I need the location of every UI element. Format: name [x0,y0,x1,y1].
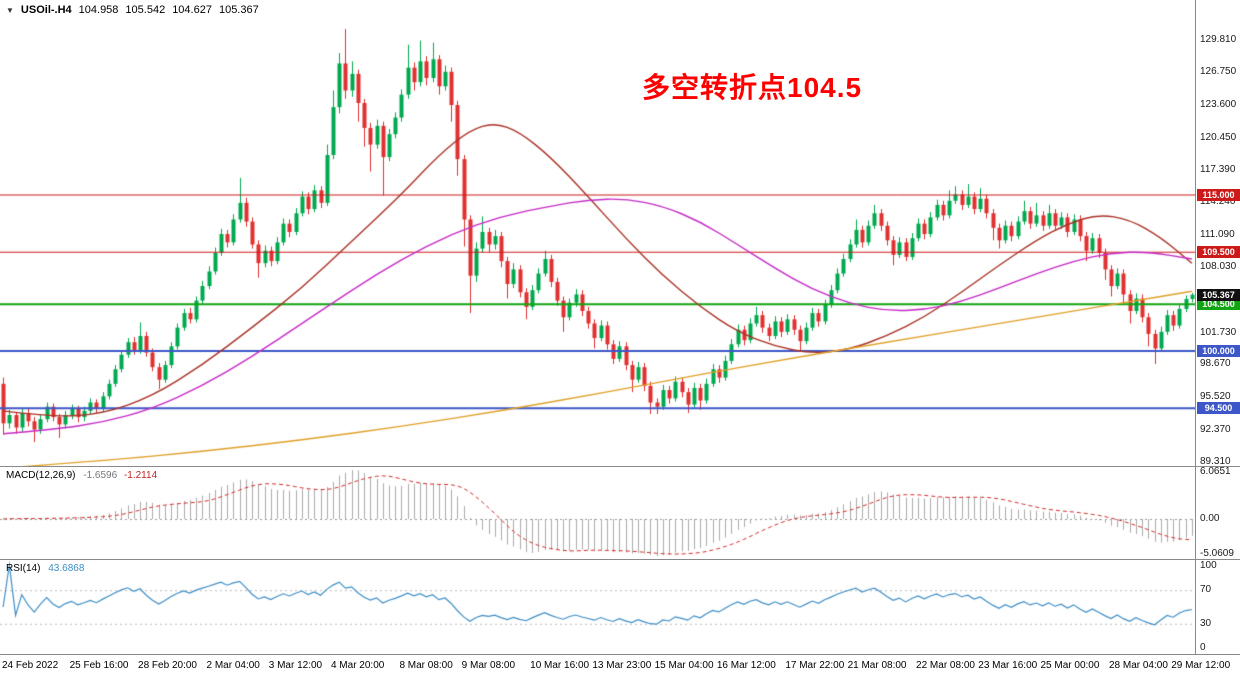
rsi-tick-label: 70 [1200,584,1212,596]
time-tick-label: 10 Mar 16:00 [530,660,590,671]
price-chart-canvas[interactable] [0,0,1195,466]
symbol-name: USOil-.H4 [20,4,72,16]
quote-open: 104.958 [78,4,119,16]
price-tick-label: 101.730 [1200,326,1237,338]
rsi-panel: RSI(14) 43.6868 100 70 30 0 [0,560,1240,654]
chart-annotation-text[interactable]: 多空转折点104.5 [642,72,863,103]
time-tick-label: 24 Feb 2022 [2,660,59,671]
time-tick-label: 16 Mar 12:00 [716,660,776,671]
time-tick-label: 13 Mar 23:00 [592,660,652,671]
time-tick-label: 29 Mar 12:00 [1171,660,1231,671]
price-tick-label: 126.750 [1200,66,1237,78]
macd-label: MACD(12,26,9) [6,470,76,481]
time-tick-label: 28 Mar 04:00 [1108,660,1168,671]
time-tick-label: 25 Mar 00:00 [1040,660,1100,671]
price-tick-label: 89.310 [1200,455,1231,467]
time-tick-label: 21 Mar 08:00 [847,660,907,671]
rsi-title: RSI(14) 43.6868 [6,563,84,574]
level-price-badge: 94.500 [1197,401,1240,414]
quote-low: 104.627 [172,4,212,16]
time-tick-label: 9 Mar 08:00 [461,660,516,671]
time-tick-label: 23 Mar 16:00 [978,660,1038,671]
macd-tick-label: 0.00 [1200,512,1220,524]
symbol-info-bar: ▼ USOil-.H4 104.958 105.542 104.627 105.… [6,4,259,16]
rsi-value: 43.6868 [48,563,85,574]
price-tick-label: 95.520 [1200,391,1231,403]
rsi-chart-canvas[interactable] [0,560,1195,654]
macd-title: MACD(12,26,9) -1.6596 -1.2114 [6,470,157,481]
macd-tick-label: 6.0651 [1200,466,1231,477]
panel-divider [0,654,1240,655]
time-tick-label: 17 Mar 22:00 [785,660,845,671]
level-price-badge: 115.000 [1197,188,1240,201]
panel-divider[interactable] [0,466,1240,467]
time-axis[interactable]: 24 Feb 2022 25 Feb 16:00 28 Feb 20:00 2 Mar… [0,655,1240,697]
panel-divider[interactable] [0,559,1240,560]
rsi-label: RSI(14) [6,563,41,574]
price-tick-label: 98.670 [1200,358,1231,370]
macd-chart-canvas[interactable] [0,467,1195,559]
current-price-badge: 105.367 [1197,288,1240,301]
time-tick-label: 22 Mar 08:00 [916,660,975,671]
rsi-tick-label: 0 [1200,642,1206,653]
price-tick-label: 129.810 [1200,34,1237,46]
quick-trade-arrow-icon[interactable]: ▼ [6,5,14,15]
price-tick-label: 114.240 [1200,196,1236,208]
quote-close: 105.367 [218,4,259,16]
price-tick-label: 120.450 [1200,131,1237,143]
time-tick-label: 3 Mar 12:00 [268,660,323,671]
price-tick-label: 108.030 [1200,261,1237,272]
price-tick-label: 92.370 [1200,423,1231,435]
time-tick-label: 8 Mar 08:00 [399,660,453,671]
quote-high: 105.542 [125,4,166,16]
level-price-badge: 109.500 [1197,245,1240,258]
level-price-badge: 100.000 [1197,344,1240,357]
price-tick-label: 111.090 [1200,229,1235,241]
rsi-tick-label: 100 [1200,560,1217,571]
macd-panel: MACD(12,26,9) -1.6596 -1.2114 6.0651 0.00… [0,466,1240,559]
time-tick-label: 28 Feb 20:00 [138,660,197,671]
time-tick-label: 15 Mar 04:00 [654,660,714,671]
macd-signal-value: -1.2114 [123,470,158,481]
macd-tick-label: -5.0609 [1200,548,1234,559]
macd-value: -1.6596 [83,470,118,481]
time-tick-label: 4 Mar 20:00 [330,660,385,671]
macd-axis[interactable]: 6.0651 0.00 -5.0609 [1195,466,1240,559]
price-tick-label: 123.600 [1200,99,1237,111]
price-axis[interactable]: 129.810 126.750 123.600 120.450 117.390 114.2… [1195,0,1240,467]
price-tick-label: 117.390 [1200,163,1236,175]
time-tick-label: 2 Mar 04:00 [206,660,260,671]
rsi-tick-label: 30 [1200,617,1212,629]
level-price-badge: 104.500 [1197,297,1240,310]
time-tick-label: 25 Feb 16:00 [69,660,129,671]
rsi-axis[interactable]: 100 70 30 0 [1195,560,1240,654]
price-panel: ▼ USOil-.H4 104.958 105.542 104.627 105.… [0,0,1240,467]
